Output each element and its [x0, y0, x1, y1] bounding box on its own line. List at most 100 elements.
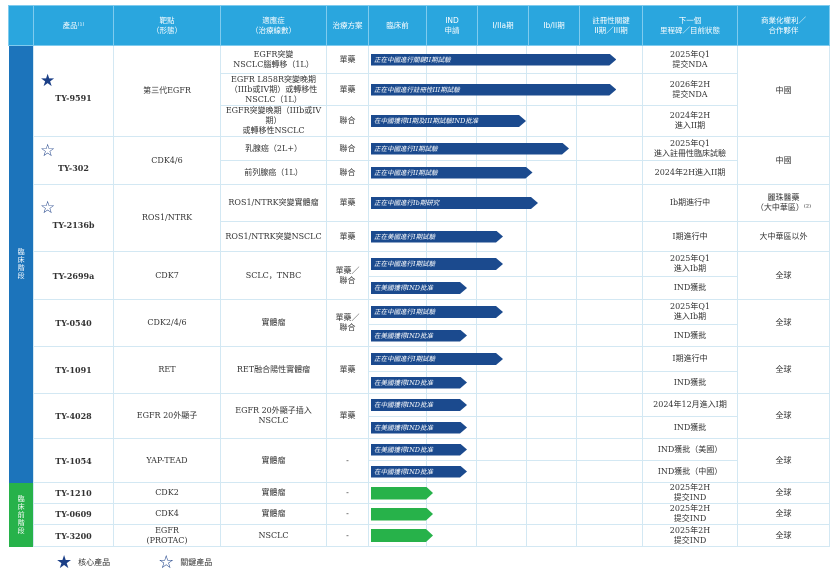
product-name: TY-2136b: [52, 220, 95, 230]
target: CDK2/4/6: [113, 299, 221, 347]
milestone: 2025年Q1 進入Ib期: [642, 251, 738, 277]
indication: SCLC，TNBC: [220, 251, 327, 300]
table-row: 在中國獲得IND批准 IND獲批（中國）: [9, 460, 830, 483]
product-name-cell: TY-3200: [33, 524, 114, 547]
indication: EGFR突變 NSCLC腦轉移（1L）: [220, 45, 327, 74]
commercial-rights: 全球: [737, 251, 830, 300]
milestone: IND獲批: [642, 416, 738, 439]
product-name-cell: ☆ TY-2136b: [33, 184, 114, 252]
table-row: 臨床階段 ★ TY-9591 第三代EGFR EGFR突變 NSCLC腦轉移（1L） 單藥…: [8, 45, 830, 483]
progress-cell: 正在美國進行I期試驗: [368, 221, 643, 252]
header-phase1: I/IIa期: [477, 6, 528, 45]
progress-bar: 正在中國進行II期試驗: [371, 167, 533, 179]
target: CDK2: [113, 482, 221, 504]
milestone: 2025年Q1 進入註冊性臨床試驗: [642, 136, 738, 161]
progress-bar: 在美國獲得IND批准: [371, 330, 467, 342]
progress-bar: [371, 508, 433, 521]
table-row: TY-4028 EGFR 20外顯子 EGFR 20外顯子插入NSCLC 單藥 在中國獲…: [9, 393, 830, 439]
progress-bar: 在中國獲得II期及III期試驗IND批准: [371, 115, 526, 127]
table-row: TY-0540 CDK2/4/6 實體瘤 單藥／ 聯合 正在中國進行I期試驗 2025年Q…: [9, 299, 830, 347]
progress-bar: 正在中國進行註冊性III期試驗: [371, 84, 616, 96]
product-name: TY-9591: [55, 93, 92, 103]
product-name: TY-1054: [55, 455, 92, 466]
progress-bar: [371, 487, 433, 500]
product-name-cell: TY-1210: [33, 482, 114, 504]
milestone: 2024年2H進入II期: [642, 160, 738, 185]
milestone: 2025年Q1 進入Ib期: [642, 299, 738, 325]
table-row: TY-2699a CDK7 SCLC，TNBC 單藥／ 聯合 正在中國進行I期試驗 202…: [9, 251, 830, 300]
regimen: 聯合: [326, 136, 369, 161]
progress-bar: 正在中國進行II期試驗: [371, 143, 569, 155]
stage-group-label: 臨床階段: [8, 45, 34, 483]
regimen: -: [326, 524, 369, 547]
indication: RET融合陽性實體瘤: [220, 346, 327, 394]
milestone: I期進行中: [642, 346, 738, 372]
commercial-rights: 中國: [737, 45, 830, 137]
commercial-rights: 全球: [737, 346, 830, 394]
milestone: IND獲批: [642, 371, 738, 394]
regimen: 單藥／ 聯合: [326, 299, 369, 347]
progress-bar: 在中國獲得IND批准: [371, 399, 467, 411]
pipeline-table-container: 產品⁽¹⁾ 靶點 （形態） 適應症 （治療線數） 治療方案 臨床前 IND 申請 I/IIa…: [8, 5, 830, 547]
product-name-cell: TY-1091: [33, 346, 114, 394]
product-name: TY-2699a: [52, 270, 95, 281]
progress-cell: [368, 503, 643, 525]
table-row: TY-0609 CDK4 實體瘤 - 2025年2H 提交IND 全球: [9, 503, 830, 525]
progress-bar: 正在中國進行I期試驗: [371, 258, 503, 270]
legend: ★ 核心產品 ☆ 關鍵產品: [56, 552, 212, 573]
target: YAP-TEAD: [113, 438, 221, 483]
table-row: TY-1091 RET RET融合陽性實體瘤 單藥 正在中國進行I期試驗 I期進行中 全球: [9, 346, 830, 394]
target: CDK4: [113, 503, 221, 525]
star-filled-icon: ★: [40, 71, 56, 91]
indication: 乳腺癌（2L+）: [220, 136, 327, 161]
regimen: -: [326, 482, 369, 504]
regimen: 單藥: [326, 73, 369, 106]
pipeline-table: 產品⁽¹⁾ 靶點 （形態） 適應症 （治療線數） 治療方案 臨床前 IND 申請 I/IIa…: [8, 5, 830, 547]
commercial-rights: 全球: [737, 438, 830, 483]
product-name-cell: TY-4028: [33, 393, 114, 439]
progress-cell: 在中國獲得IND批准: [368, 460, 643, 483]
commercial-rights: 全球: [737, 482, 830, 504]
stage-group-label: 臨床前階段: [8, 482, 34, 547]
product-name: TY-0609: [55, 509, 92, 519]
milestone: 2024年2H 進入II期: [642, 105, 738, 137]
milestone: 2024年12月進入I期: [642, 393, 738, 417]
commercial-rights: 全球: [737, 393, 830, 439]
target: ROS1/NTRK: [113, 184, 221, 252]
star-outline-icon: ☆: [158, 552, 175, 573]
milestone: IND獲批: [642, 276, 738, 300]
regimen: 單藥: [326, 221, 369, 252]
progress-cell: 正在中國進行關鍵II期試驗: [368, 45, 643, 74]
progress-bar: 正在中國進行I期試驗: [371, 353, 503, 365]
progress-cell: 正在中國進行註冊性III期試驗: [368, 73, 643, 106]
commercial-rights: 麗珠醫藥 （大中華區）⁽²⁾: [737, 184, 830, 222]
commercial-rights: 全球: [737, 524, 830, 547]
indication: 實體瘤: [220, 299, 327, 347]
progress-bar: 在美國獲得IND批准: [371, 444, 467, 456]
progress-bar: 正在中國進行Ib期研究: [371, 197, 538, 209]
product-name: TY-4028: [55, 411, 92, 421]
milestone: IND獲批（美國）: [642, 438, 738, 461]
header-phase2: Ib/II期: [528, 6, 579, 45]
milestone: IND獲批（中國）: [642, 460, 738, 483]
milestone: 2025年2H 提交IND: [642, 524, 738, 547]
header-side: [8, 5, 34, 46]
progress-cell: 正在中國進行II期試驗: [368, 136, 643, 161]
progress-bar: 正在中國進行I期試驗: [371, 306, 503, 318]
header-product: 產品⁽¹⁾: [33, 5, 114, 46]
commercial-rights: 大中華區以外: [737, 221, 830, 252]
header-ind: IND 申請: [426, 6, 477, 45]
product-name-cell: TY-0609: [33, 503, 114, 525]
table-row: ☆ TY-302 CDK4/6 乳腺癌（2L+） 聯合 正在中國進行II期試驗 2025年Q…: [9, 136, 830, 185]
product-name: TY-0540: [55, 318, 92, 328]
table-row: 臨床前階段 TY-1210 CDK2 實體瘤 -2025年2H 提交IND 全球: [8, 482, 830, 547]
target: 第三代EGFR: [113, 45, 221, 137]
target: RET: [113, 346, 221, 394]
progress-cell: 在美國獲得IND批准: [368, 276, 643, 300]
header-stages: 臨床前 IND 申請 I/IIa期 Ib/II期 註冊性關鍵 II期／III期: [368, 5, 643, 46]
indication: NSCLC: [220, 524, 327, 547]
milestone: IND獲批: [642, 324, 738, 347]
regimen: 單藥／ 聯合: [326, 251, 369, 300]
table-row: 在美國獲得IND批准 IND獲批: [9, 416, 830, 439]
milestone: 2025年Q1 提交NDA: [642, 45, 738, 74]
